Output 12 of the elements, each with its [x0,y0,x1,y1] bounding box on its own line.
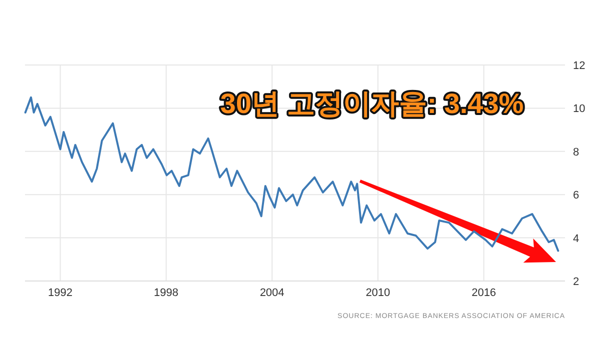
y-tick-label: 12 [573,60,586,72]
y-tick-label: 6 [573,190,580,202]
x-tick-label: 2004 [260,287,284,299]
y-tick-label: 2 [573,276,580,288]
y-tick-label: 4 [573,232,580,245]
y-tick-label: 10 [573,103,586,116]
y-tick-label: 8 [573,146,580,158]
x-tick-label: 1998 [154,287,178,299]
x-tick-label: 2016 [472,287,496,299]
x-tick-label: 1992 [48,287,73,299]
x-tick-label: 2010 [366,287,390,299]
text: 30년 고정이자율: 3.43% [220,88,524,119]
